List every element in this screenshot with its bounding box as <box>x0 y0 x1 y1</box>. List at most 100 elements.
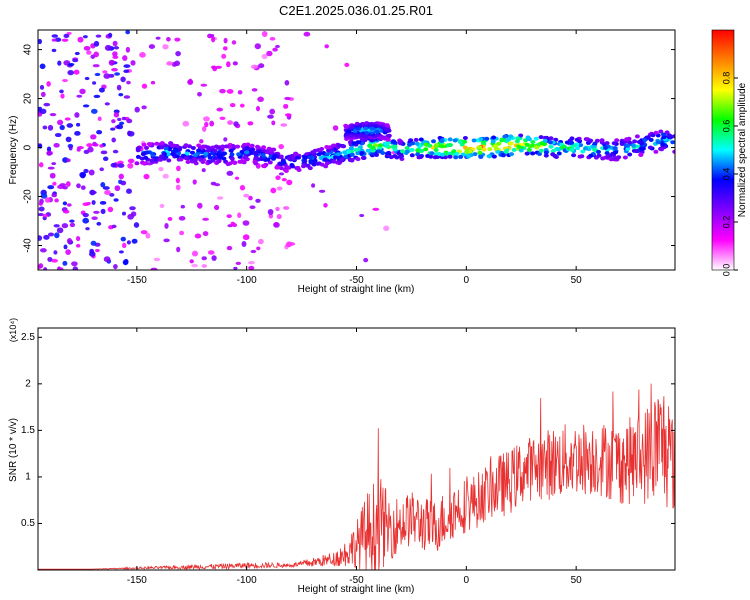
heatmap-cell <box>175 50 181 57</box>
heatmap-cell <box>103 256 111 263</box>
heatmap-ridge-cell <box>530 140 536 144</box>
heatmap-cell <box>233 121 239 127</box>
heatmap-ridge-cell <box>286 165 292 170</box>
heatmap-cell <box>63 244 68 250</box>
heatmap-cell <box>110 60 116 64</box>
heatmap-cell <box>102 186 110 190</box>
heatmap-cell <box>269 36 276 41</box>
heatmap-cell <box>97 116 102 122</box>
heatmap-cell <box>162 44 169 50</box>
heatmap-cell <box>99 144 104 148</box>
heatmap-ridge-cell <box>370 145 376 150</box>
heatmap-ridge-cell <box>525 135 531 140</box>
snr-series <box>38 383 675 570</box>
heatmap-cell <box>258 63 265 69</box>
heatmap-cell <box>372 207 380 211</box>
heatmap-cell <box>359 213 365 218</box>
heatmap-ridge-cell <box>324 145 330 149</box>
heatmap-ridge-cell <box>224 144 230 149</box>
heatmap-ridge-cell <box>511 147 517 152</box>
heatmap-cell <box>283 103 289 109</box>
heatmap-ridge-cell <box>143 155 149 160</box>
heatmap-cell <box>280 123 288 127</box>
heatmap-cell <box>111 137 116 143</box>
heatmap-ridge-cell <box>596 153 602 158</box>
heatmap-cell <box>82 202 90 207</box>
heatmap-cell <box>223 37 228 44</box>
heatmap-branch-cell <box>377 135 383 140</box>
heatmap-ridge-cell <box>580 149 586 154</box>
heatmap-cell <box>234 176 240 180</box>
heatmap-ridge-cell <box>237 159 243 164</box>
heatmap-ridge-cell <box>175 154 180 159</box>
heatmap-cell <box>103 73 111 79</box>
heatmap-ridge-cell <box>235 144 241 149</box>
heatmap-cell <box>344 62 350 68</box>
heatmap-cell <box>275 175 281 181</box>
heatmap-ridge-cell <box>134 161 140 166</box>
heatmap-ridge-cell <box>592 147 598 152</box>
heatmap-cell <box>93 94 101 99</box>
heatmap-ridge-cell <box>302 155 308 160</box>
heatmap-cell <box>121 242 127 249</box>
heatmap-cell <box>202 231 209 237</box>
heatmap-cell <box>72 266 79 270</box>
heatmap-ridge-cell <box>640 146 646 151</box>
heatmap-cell <box>43 267 48 270</box>
heatmap-ridge-cell <box>419 149 424 153</box>
heatmap-cell <box>250 64 258 69</box>
heatmap-cell <box>223 137 228 142</box>
heatmap-cell <box>214 204 220 211</box>
heatmap-cell <box>116 84 122 91</box>
heatmap-cell <box>54 232 60 239</box>
heatmap-ridge-cell <box>315 161 321 166</box>
heatmap-ridge-cell <box>332 155 338 160</box>
heatmap-cell <box>199 139 204 144</box>
heatmap-cell <box>59 124 65 131</box>
heatmap-ridge-cell <box>281 160 287 165</box>
heatmap-ridge-cell <box>518 133 524 138</box>
heatmap-ridge-cell <box>193 153 198 158</box>
heatmap-cell <box>164 222 169 229</box>
snr-panel: -150 -100 -50 0 50 0.5 1 1.5 2 2.5 Height of str… <box>8 318 676 595</box>
heatmap-cell <box>83 168 89 174</box>
heatmap-ridge-cell <box>634 134 640 139</box>
heatmap-ridge-cell <box>404 149 410 154</box>
heatmap-ridge-cell <box>431 139 436 144</box>
heatmap-ridge-cell <box>530 143 536 148</box>
heatmap-ridge-cell <box>388 155 394 160</box>
heatmap-ridge-cell <box>397 139 403 144</box>
heatmap-cell <box>286 179 293 186</box>
heatmap-cell <box>40 193 48 199</box>
heatmap-cell <box>51 162 57 166</box>
heatmap-ridge-cell <box>539 141 545 146</box>
heatmap-ridge-cell <box>255 145 261 150</box>
heatmap-cell <box>130 60 136 66</box>
heatmap-ridge-cell <box>599 138 605 143</box>
heatmap-ridge-cell <box>239 149 245 154</box>
heatmap-ridge-cell <box>496 141 502 146</box>
heatmap-cell <box>141 83 148 89</box>
heatmap-ridge-cell <box>184 151 190 156</box>
heatmap-ridge-cell <box>356 140 362 145</box>
heatmap-ridge-cell <box>355 150 361 155</box>
heatmap-ridge-cell <box>447 154 453 159</box>
x-tick-label: 50 <box>571 275 583 286</box>
heatmap-cell <box>76 183 81 189</box>
heatmap-ridge-cell <box>207 155 213 160</box>
heatmap-ridge-cell <box>318 156 324 160</box>
heatmap-ridge-cell <box>385 140 391 145</box>
heatmap-cell <box>111 67 118 72</box>
heatmap-ridge-cell <box>416 155 422 160</box>
heatmap-cell <box>211 255 217 261</box>
heatmap-ridge-cell <box>163 146 169 151</box>
heatmap-cell <box>63 33 70 39</box>
heatmap-cell <box>107 32 113 38</box>
heatmap-ridge-cell <box>324 161 330 166</box>
heatmap-ridge-cell <box>427 143 433 148</box>
heatmap-ridge-cell <box>301 164 306 169</box>
heatmap-ridge-cell <box>556 147 561 152</box>
heatmap-cell <box>74 112 80 118</box>
heatmap-ridge-cell <box>448 143 453 147</box>
